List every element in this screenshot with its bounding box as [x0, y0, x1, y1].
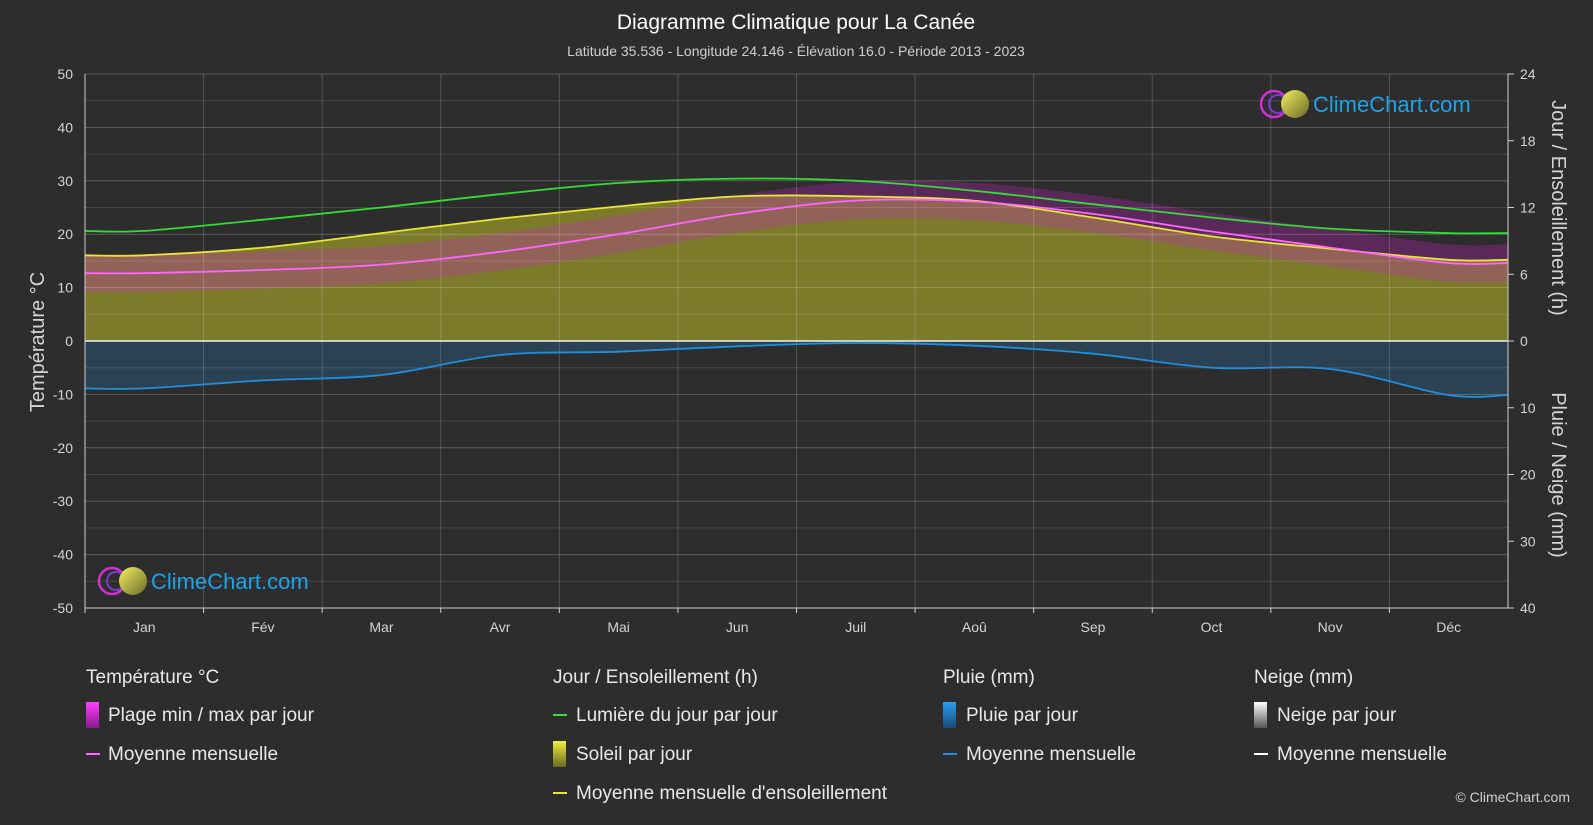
legend-item-label: Moyenne mensuelle [1277, 744, 1447, 765]
daylight-line [84, 177, 1509, 235]
right-tick-label: 40 [1520, 600, 1536, 616]
month-label: Aoû [962, 619, 987, 635]
legend-heading: Pluie (mm) [943, 667, 1035, 688]
logo-text: ClimeChart.com [1313, 92, 1471, 117]
rain-swatch [943, 702, 956, 728]
right-tick-label: 20 [1520, 467, 1536, 483]
left-tick-label: 40 [57, 119, 73, 135]
rain-area [85, 341, 1508, 398]
left-tick-label: 0 [65, 333, 73, 349]
plot-lines [84, 177, 1509, 398]
plot-axes: 50 40 30 20 10 0 -10 -20 -30 -40 -50 24 18 12 6 0 10 20 30… [53, 66, 1536, 635]
month-label: Sep [1080, 619, 1105, 635]
sunshine-area [85, 195, 1508, 341]
left-tick-label: -10 [53, 386, 73, 402]
logo-text: ClimeChart.com [151, 569, 309, 594]
legend-heading: Température °C [86, 667, 219, 688]
month-label: Oct [1201, 619, 1223, 635]
rain-mean-line [84, 342, 1509, 398]
legend-group-rain: Pluie (mm) Pluie par jour Moyenne mensue… [943, 667, 1136, 765]
legend-item-label: Pluie par jour [966, 705, 1079, 726]
month-label: Fév [251, 619, 274, 635]
copyright: © ClimeChart.com [1455, 789, 1570, 805]
month-label: Nov [1318, 619, 1343, 635]
left-axis-title: Température °C [27, 272, 49, 412]
right-tick-label: 6 [1520, 266, 1528, 282]
month-label: Mar [369, 619, 393, 635]
temp-range-band [85, 180, 1508, 293]
legend-item-label: Plage min / max par jour [108, 705, 315, 726]
right-tick-label: 0 [1520, 333, 1528, 349]
month-label: Jun [726, 619, 749, 635]
right-tick-label: 12 [1520, 200, 1536, 216]
left-tick-label: 10 [57, 280, 73, 296]
month-label: Mai [607, 619, 630, 635]
legend-heading: Jour / Ensoleillement (h) [553, 667, 758, 688]
logo-sun-icon [119, 567, 147, 595]
sunshine-mean-line [84, 194, 1509, 262]
left-tick-label: -40 [53, 547, 73, 563]
chart-subtitle: Latitude 35.536 - Longitude 24.146 - Élé… [567, 43, 1025, 59]
logo-sun-icon [1281, 90, 1309, 118]
legend-group-temperature: Température °C Plage min / max par jour … [86, 667, 315, 765]
logo-bottom[interactable]: ClimeChart.com [97, 566, 309, 596]
sunshine-swatch [553, 741, 566, 767]
legend-group-snow: Neige (mm) Neige par jour Moyenne mensue… [1254, 667, 1447, 765]
left-tick-label: 20 [57, 226, 73, 242]
left-tick-label: 30 [57, 173, 73, 189]
legend-item-label: Moyenne mensuelle [966, 744, 1136, 765]
left-tick-label: -50 [53, 600, 73, 616]
right-tick-label: 18 [1520, 133, 1536, 149]
legend-item-label: Lumière du jour par jour [576, 705, 778, 726]
temp-range-swatch [86, 702, 99, 728]
legend-item-label: Soleil par jour [576, 744, 693, 765]
legend-item-label: Moyenne mensuelle [108, 744, 278, 765]
legend-heading: Neige (mm) [1254, 667, 1353, 688]
left-tick-label: -30 [53, 493, 73, 509]
left-tick-label: 50 [57, 66, 73, 82]
right-tick-label: 30 [1520, 533, 1536, 549]
left-tick-label: -20 [53, 440, 73, 456]
plot-fills [85, 180, 1508, 398]
right-axis-top-title: Jour / Ensoleillement (h) [1547, 100, 1569, 316]
right-tick-label: 10 [1520, 400, 1536, 416]
legend-group-sunshine: Jour / Ensoleillement (h) Lumière du jou… [553, 667, 888, 804]
month-label: Jan [133, 619, 156, 635]
month-label: Juil [845, 619, 866, 635]
logo-top[interactable]: ClimeChart.com [1259, 89, 1471, 119]
temp-mean-line [84, 198, 1509, 275]
legend-item-label: Neige par jour [1277, 705, 1397, 726]
right-axis-bottom-title: Pluie / Neige (mm) [1547, 392, 1569, 558]
snow-swatch [1254, 702, 1267, 728]
month-label: Avr [490, 619, 511, 635]
month-label: Déc [1436, 619, 1461, 635]
chart-title: Diagramme Climatique pour La Canée [617, 11, 975, 34]
legend-item-label: Moyenne mensuelle d'ensoleillement [576, 783, 888, 804]
right-tick-label: 24 [1520, 66, 1536, 82]
legend: Température °C Plage min / max par jour … [86, 667, 1447, 804]
